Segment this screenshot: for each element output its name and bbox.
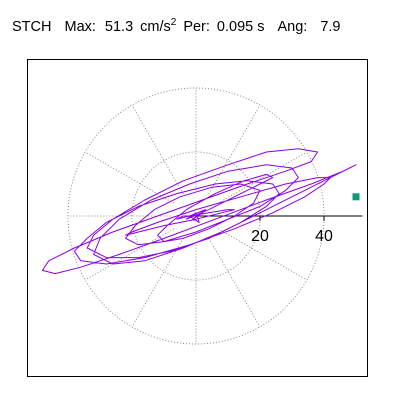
- period-label: Per:: [183, 19, 210, 35]
- grid-spoke-240: [131, 237, 184, 328]
- grid-spoke-330: [217, 228, 308, 281]
- endpoint-marker: [352, 193, 360, 201]
- grid-spoke-210: [84, 228, 175, 281]
- max-unit: cm/s2: [140, 18, 176, 36]
- max-unit-base: cm/s: [140, 19, 171, 35]
- max-value: 51.3: [104, 19, 134, 35]
- grid-spoke-120: [131, 104, 184, 195]
- max-label: Max:: [64, 19, 96, 35]
- radial-tick-label-20: 20: [251, 228, 269, 245]
- angle-label: Ang:: [277, 19, 308, 35]
- grid-spoke-30: [217, 151, 308, 204]
- endpoint-layer: [352, 193, 360, 201]
- plot-header: STCH Max: 51.3 cm/s2 Per: 0.095 s Ang: 7.9: [12, 18, 341, 36]
- radial-axis: 20 40: [196, 215, 363, 245]
- grid-spoke-300: [208, 237, 261, 328]
- grid-spoke-150: [84, 151, 175, 204]
- period-value: 0.095 s: [216, 19, 265, 35]
- grid-spoke-60: [208, 104, 261, 195]
- angle-value: 7.9: [320, 19, 341, 35]
- max-unit-exponent: 2: [170, 17, 177, 28]
- station-code: STCH: [12, 19, 52, 35]
- motion-trace: [41, 148, 357, 275]
- radial-tick-label-40: 40: [315, 228, 333, 245]
- trace-series-0: [41, 148, 357, 275]
